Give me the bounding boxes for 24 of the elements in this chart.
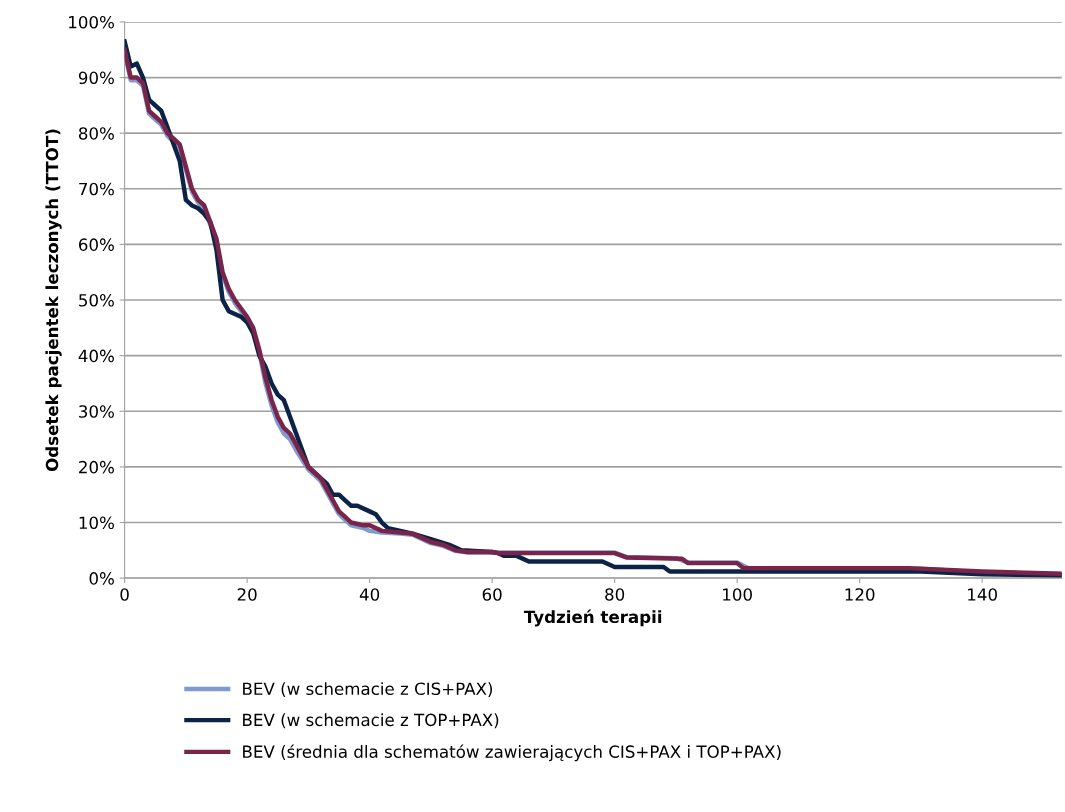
legend-label: BEV (średnia dla schematów zawierających CIS+PAX i TOP+PAX) xyxy=(243,744,781,762)
legend-label: BEV (w schemacie z TOP+PAX) xyxy=(243,713,499,729)
y-tick-label: 90% xyxy=(78,71,114,85)
y-tick-label: 50% xyxy=(79,294,114,307)
y-tick-label: 0% xyxy=(89,572,114,585)
x-tick-label: 80 xyxy=(605,588,625,601)
x-tick-label: 120 xyxy=(845,588,875,601)
y-tick-label: 80% xyxy=(78,127,114,140)
y-tick-label: 40% xyxy=(78,349,114,363)
y-axis-title: Odsetek pacjentek leczonych (TTOT) xyxy=(45,129,62,472)
x-axis-title: Tydzień terapii xyxy=(523,609,662,627)
x-tick-label: 60 xyxy=(482,588,502,601)
x-tick-label: 20 xyxy=(237,588,257,601)
x-tick-label: 140 xyxy=(968,588,997,601)
x-tick-label: 40 xyxy=(359,588,380,601)
y-tick-label: 20% xyxy=(79,460,114,474)
x-tick-label: 0 xyxy=(120,588,129,601)
y-tick-label: 70% xyxy=(79,182,114,196)
y-tick-label: 10% xyxy=(79,516,114,530)
y-tick-label: 100% xyxy=(69,15,114,29)
legend-label: BEV (w schemacie z CIS+PAX) xyxy=(243,682,493,697)
y-tick-label: 60% xyxy=(79,238,114,251)
x-tick-label: 100 xyxy=(723,588,752,601)
y-tick-label: 30% xyxy=(79,405,114,418)
